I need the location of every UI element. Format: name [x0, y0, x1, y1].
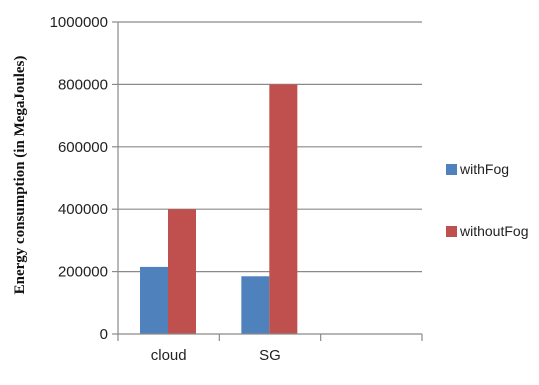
legend-label-withoutFog: withoutFog — [459, 223, 528, 239]
bar-withoutFog-SG — [269, 84, 298, 335]
y-axis-title-group: Energy consumption (in MegaJoules) — [12, 56, 28, 295]
x-category-label: SG — [259, 347, 281, 364]
bars — [140, 84, 298, 335]
y-tick-label: 1000000 — [50, 14, 108, 31]
x-category-labels: cloud SG — [151, 347, 281, 364]
bar-withFog-cloud — [140, 266, 168, 334]
y-tick-label: 200000 — [58, 264, 108, 281]
y-tick-label: 800000 — [58, 76, 108, 93]
y-tick-label: 600000 — [58, 139, 108, 156]
x-category-label: cloud — [151, 347, 187, 364]
legend-swatch-withoutFog — [446, 226, 457, 237]
y-axis-title: Energy consumption (in MegaJoules) — [12, 56, 28, 295]
legend-swatch-withFog — [446, 164, 457, 175]
y-tick-labels: 0 200000 400000 600000 800000 1000000 — [50, 14, 108, 343]
legend: withFog withoutFog — [446, 161, 528, 239]
legend-label-withFog: withFog — [459, 161, 509, 177]
axes — [117, 22, 423, 341]
y-tick-label: 400000 — [58, 201, 108, 218]
y-tick-label: 0 — [100, 326, 108, 343]
bar-withFog-SG — [241, 276, 270, 334]
bar-withoutFog-cloud — [168, 209, 196, 334]
